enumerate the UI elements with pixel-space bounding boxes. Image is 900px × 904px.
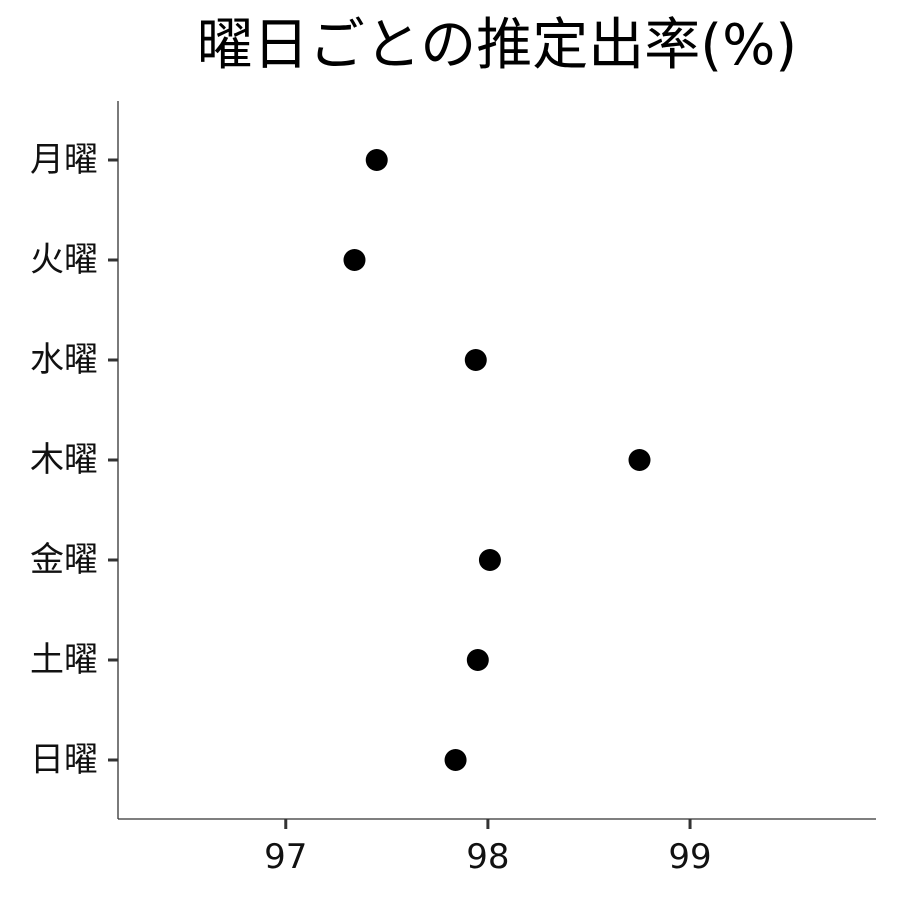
points-layer [343,149,651,771]
y-tick-label: 水曜 [30,340,98,380]
data-point [444,749,467,771]
axes-layer [117,101,876,820]
y-tick-label: 日曜 [30,740,98,780]
data-point [464,349,487,371]
data-point [478,549,501,571]
x-ticks-layer: 97 98 99 [264,819,712,877]
y-tick-label: 土曜 [30,640,98,680]
x-tick-label: 97 [264,837,307,877]
y-tick-label: 金曜 [30,540,98,580]
y-tick-label: 木曜 [30,440,98,480]
chart-title: 曜日ごとの推定出率(%) [197,13,797,78]
x-tick-label: 98 [466,837,509,877]
data-point [365,149,388,171]
x-tick-label: 99 [668,837,711,877]
y-tick-label: 月曜 [30,140,98,180]
y-tick-label: 火曜 [30,240,98,280]
data-point [628,449,651,471]
data-point [466,649,489,671]
data-point [343,249,366,271]
